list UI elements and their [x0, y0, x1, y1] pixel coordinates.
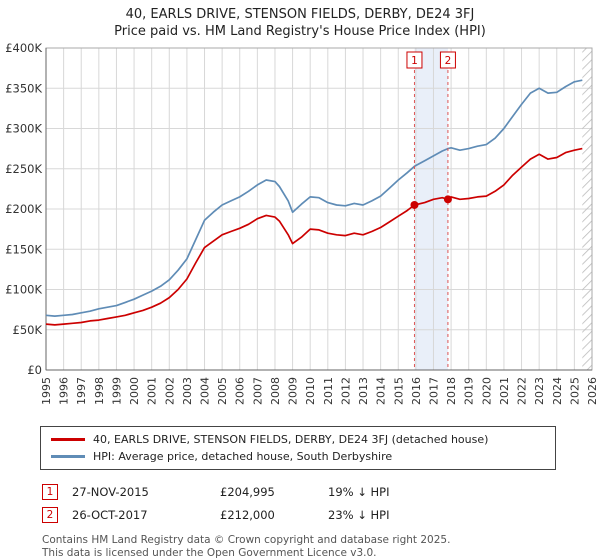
- property-line-sample: [51, 438, 85, 441]
- sale-1-marker-badge: 1: [42, 483, 58, 500]
- svg-text:2017: 2017: [427, 377, 440, 405]
- sale-point: [443, 195, 452, 204]
- svg-text:£100K: £100K: [5, 283, 42, 297]
- svg-text:£300K: £300K: [5, 122, 42, 136]
- chart-legend: 40, EARLS DRIVE, STENSON FIELDS, DERBY, …: [40, 426, 556, 470]
- chart-header: 40, EARLS DRIVE, STENSON FIELDS, DERBY, …: [0, 0, 600, 40]
- svg-text:2025: 2025: [568, 377, 581, 405]
- svg-text:2010: 2010: [304, 377, 317, 405]
- svg-text:2001: 2001: [146, 377, 159, 405]
- svg-text:£350K: £350K: [5, 81, 42, 95]
- page-subtitle: Price paid vs. HM Land Registry's House …: [114, 24, 486, 39]
- svg-text:2003: 2003: [181, 377, 194, 405]
- series-line: [45, 79, 583, 317]
- svg-text:2000: 2000: [128, 377, 141, 405]
- sale-2-marker-badge: 2: [42, 506, 58, 523]
- svg-text:£400K: £400K: [5, 41, 42, 55]
- svg-text:2015: 2015: [392, 377, 405, 405]
- series-line: [45, 147, 583, 326]
- svg-text:2016: 2016: [410, 377, 423, 405]
- legend-row-hpi: HPI: Average price, detached house, Sout…: [47, 448, 549, 465]
- sale-2-hpi-delta: 23% ↓ HPI: [328, 507, 390, 522]
- svg-text:1: 1: [411, 55, 418, 67]
- svg-text:£150K: £150K: [5, 242, 42, 256]
- svg-text:2014: 2014: [375, 377, 388, 405]
- svg-text:2008: 2008: [269, 377, 282, 405]
- sale-1-hpi-delta: 19% ↓ HPI: [328, 484, 390, 499]
- svg-text:1999: 1999: [110, 377, 123, 405]
- sale-point: [410, 200, 419, 209]
- no-data-hatch: [582, 48, 592, 370]
- sale-flag: [406, 51, 423, 69]
- svg-text:2023: 2023: [533, 377, 546, 405]
- legend-label-property: 40, EARLS DRIVE, STENSON FIELDS, DERBY, …: [93, 433, 489, 446]
- svg-text:2013: 2013: [357, 377, 370, 405]
- sale-1-price: £204,995: [220, 484, 275, 499]
- svg-text:2024: 2024: [551, 377, 564, 405]
- svg-text:2022: 2022: [516, 377, 529, 405]
- svg-text:£250K: £250K: [5, 162, 42, 176]
- sale-2-price: £212,000: [220, 507, 275, 522]
- legend-label-hpi: HPI: Average price, detached house, Sout…: [93, 450, 393, 463]
- svg-text:£200K: £200K: [5, 202, 42, 216]
- svg-text:2012: 2012: [339, 377, 352, 405]
- svg-text:2002: 2002: [163, 377, 176, 405]
- svg-text:£0: £0: [27, 363, 42, 377]
- svg-text:2004: 2004: [199, 377, 212, 405]
- svg-text:2018: 2018: [445, 377, 458, 405]
- svg-text:1995: 1995: [40, 377, 53, 405]
- svg-text:2026: 2026: [586, 377, 599, 405]
- hpi-line-sample: [51, 455, 85, 458]
- sale-row-1: 1 27-NOV-2015 £204,995 19% ↓ HPI: [42, 480, 600, 503]
- svg-text:£50K: £50K: [13, 323, 43, 337]
- page-title: 40, EARLS DRIVE, STENSON FIELDS, DERBY, …: [125, 7, 475, 22]
- svg-text:2021: 2021: [498, 377, 511, 405]
- svg-text:2009: 2009: [287, 377, 300, 405]
- svg-text:2019: 2019: [463, 377, 476, 405]
- svg-text:1997: 1997: [75, 377, 88, 405]
- sale-2-date: 26-OCT-2017: [72, 507, 148, 522]
- license-footer: Contains HM Land Registry data © Crown c…: [42, 534, 600, 560]
- svg-text:2011: 2011: [322, 377, 335, 405]
- sale-row-2: 2 26-OCT-2017 £212,000 23% ↓ HPI: [42, 503, 600, 526]
- svg-text:2020: 2020: [480, 377, 493, 405]
- svg-text:2: 2: [445, 55, 452, 67]
- svg-text:2005: 2005: [216, 377, 229, 405]
- footer-line-1: Contains HM Land Registry data © Crown c…: [42, 534, 451, 546]
- sale-flag: [439, 51, 456, 69]
- svg-text:1996: 1996: [58, 377, 71, 405]
- legend-row-property: 40, EARLS DRIVE, STENSON FIELDS, DERBY, …: [47, 431, 549, 448]
- svg-text:2007: 2007: [251, 377, 264, 405]
- sale-1-date: 27-NOV-2015: [72, 484, 149, 499]
- footer-line-2: This data is licensed under the Open Gov…: [42, 547, 377, 559]
- sale-annotations: 1 27-NOV-2015 £204,995 19% ↓ HPI 2 26-OC…: [42, 480, 600, 526]
- price-chart: 1 2 £0 £50K £100K £150K £200K £250K £300K £350K £4…: [5, 41, 599, 405]
- svg-text:2006: 2006: [234, 377, 247, 405]
- svg-text:1998: 1998: [93, 377, 106, 405]
